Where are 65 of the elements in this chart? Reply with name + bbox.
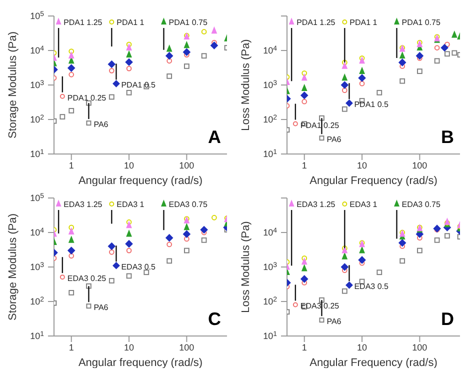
legend-label: PDA1 1.25 [296, 18, 336, 27]
x-tick-label: 1 [68, 342, 74, 352]
y-tick-label: 10$^{2}$ [30, 296, 44, 306]
x-tick-label: 100 [179, 160, 194, 170]
y-axis-title: Loss Modulus (Pa) [240, 39, 252, 131]
x-tick-label: 10 [124, 160, 134, 170]
y-tick-label: 10$^{2}$ [263, 114, 278, 124]
legend-label: PA6 [326, 135, 342, 144]
x-tick-label: 1 [68, 160, 74, 170]
y-tick-label: 10$^{3}$ [263, 262, 278, 272]
legend-label: EDA3 1.25 [296, 200, 336, 209]
y-tick-label: 10$^{5}$ [30, 10, 44, 21]
legend-label: EDA3 0.75 [402, 200, 441, 209]
x-tick-label: 1 [302, 342, 307, 352]
y-tick-label: 10$^{3}$ [30, 80, 44, 90]
y-tick-label: 10$^{1}$ [30, 330, 44, 341]
y-tick-label: 10$^{1}$ [263, 330, 278, 341]
annotation: D [441, 309, 454, 330]
legend-label: PDA1 1 [350, 18, 378, 27]
x-tick-label: 1 [302, 160, 307, 170]
legend-label: EDA3 1.25 [64, 200, 103, 209]
y-tick-label: 10$^{2}$ [263, 296, 278, 306]
x-axis-title: Angular Frequency (rad/s) [310, 175, 438, 187]
x-axis-title: Angular frequency (rad/s) [78, 175, 203, 187]
x-tick-label: 100 [412, 160, 428, 170]
legend-label: EDA3 0.25 [67, 274, 107, 284]
x-axis-title: Angular Frequency (rad/s) [310, 357, 438, 369]
y-tick-label: 10$^{2}$ [30, 114, 44, 124]
x-axis-title: Angular frequency (rad/s) [78, 357, 203, 369]
legend-label: PDA1 0.75 [168, 18, 208, 27]
annotation: B [441, 127, 454, 148]
y-tick-label: 10$^{5}$ [30, 192, 44, 203]
y-tick-label: 10$^{1}$ [30, 148, 44, 159]
legend-label: PDA1 0.5 [354, 100, 390, 110]
x-tick-label: 10 [357, 160, 368, 170]
legend-label: EDA3 0.5 [354, 282, 390, 292]
y-tick-label: 10$^{3}$ [30, 262, 44, 272]
annotation: C [208, 309, 221, 330]
y-axis-title: Storage Modulus (Pa) [6, 32, 19, 138]
y-tick-label: 10$^{1}$ [263, 148, 278, 159]
x-tick-label: 100 [179, 342, 194, 352]
y-axis-title: Loss Modulus (Pa) [240, 221, 252, 313]
annotation: A [208, 127, 221, 148]
legend-label: PDA1 0.25 [67, 93, 107, 102]
legend-label: PDA1 0.25 [300, 120, 340, 130]
x-tick-label: 100 [412, 342, 428, 352]
x-tick-label: 10 [357, 342, 368, 352]
legend-label: PA6 [326, 317, 342, 326]
legend-label: EDA3 1 [116, 200, 145, 209]
y-tick-label: 10$^{4}$ [263, 227, 278, 238]
legend-label: PDA1 0.5 [121, 80, 156, 90]
legend-label: EDA3 1 [350, 200, 378, 209]
y-axis-title: Storage Modulus (Pa) [6, 214, 19, 320]
legend-label: EDA3 0.75 [168, 200, 208, 209]
y-tick-label: 10$^{4}$ [30, 45, 44, 56]
legend-label: PA6 [94, 303, 109, 312]
legend-label: PDA1 0.75 [402, 18, 441, 27]
legend-label: PA6 [94, 120, 109, 130]
y-tick-label: 10$^{3}$ [263, 80, 278, 90]
legend-label: PDA1 1.25 [64, 18, 103, 27]
y-tick-label: 10$^{4}$ [30, 227, 44, 238]
y-tick-label: 10$^{4}$ [263, 45, 278, 56]
x-tick-label: 10 [124, 342, 134, 352]
legend-label: EDA3 0.5 [121, 262, 156, 272]
legend-label: PDA1 1 [116, 18, 145, 27]
